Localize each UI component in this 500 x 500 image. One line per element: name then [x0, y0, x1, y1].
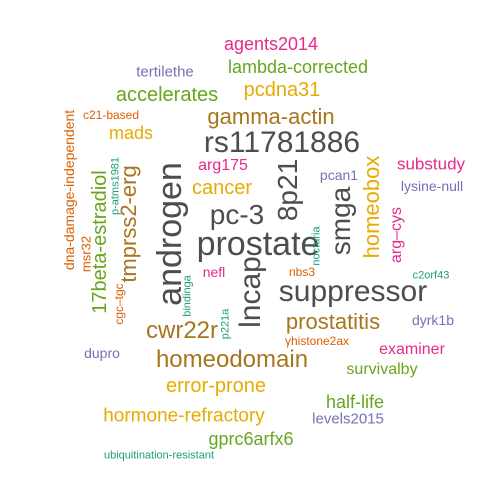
word-yhistone2ax: γhistone2ax: [284, 334, 350, 348]
word-examiner: examiner: [379, 341, 445, 358]
word-c2orf43: c2orf43: [412, 269, 450, 282]
word-error-prone: error-prone: [165, 375, 267, 397]
word-nefl: nefl: [202, 264, 226, 280]
word-hormone-refractory: hormone-refractory: [103, 405, 265, 427]
word-c21-based: c21-based: [82, 108, 140, 122]
word-tertilethe: tertilethe: [136, 63, 194, 81]
word-prostatitis: prostatitis: [285, 309, 381, 334]
word-homeobox: homeobox: [359, 155, 384, 259]
word-prostate: prostate: [196, 225, 320, 263]
word-ubiquitination-resistant: ubiquitination-resistant: [103, 449, 215, 462]
word-homeodomain: homeodomain: [155, 346, 309, 373]
word-8p21: 8p21: [272, 158, 303, 222]
word-nbs3: nbs3: [288, 265, 316, 279]
word-gprc6arfx6: gprc6arfx6: [208, 429, 294, 449]
word-p221a: p221a: [219, 308, 232, 340]
word-lncap: lncap: [234, 256, 267, 328]
word-dna-damage-independent: dna-damage-independent: [61, 109, 77, 271]
word-cgc-tgc: cgc–tgc: [112, 283, 126, 325]
word-bindinga: bindinga: [181, 275, 194, 317]
word-smga: smga: [325, 186, 356, 256]
word-dyrk1b: dyrk1b: [411, 312, 455, 328]
word-cwr22r: cwr22r: [145, 317, 219, 344]
word-dupro: dupro: [84, 345, 120, 361]
word-survivalby: survivalby: [346, 361, 418, 378]
word-gamma-actin: gamma-actin: [207, 104, 335, 129]
word-half-life: half-life: [325, 392, 385, 412]
word-pcan1: pcan1: [319, 167, 359, 183]
word-suppressor: suppressor: [278, 275, 428, 308]
word-mads: mads: [108, 123, 154, 143]
word-substudy: substudy: [396, 154, 466, 174]
word-arg175: arg175: [198, 157, 248, 174]
word-cancer: cancer: [191, 177, 253, 199]
word-msr32: msr32: [78, 235, 94, 273]
word-accelerates: accelerates: [115, 84, 219, 106]
word-arg-cys: arg–cys: [388, 206, 405, 264]
word-lysine-null: lysine-null: [400, 178, 464, 194]
word-rs11781886: rs11781886: [203, 126, 361, 159]
word-pc-3: pc-3: [209, 199, 265, 230]
word-p-atms1981: p-atms1981: [109, 156, 122, 216]
word-agents2014: agents2014: [223, 34, 319, 54]
word-lambda-corrected: lambda-corrected: [227, 57, 369, 77]
word-nocturia: nocturia: [310, 226, 323, 266]
word-pcdna31: pcdna31: [243, 79, 321, 101]
word-levels2015: levels2015: [312, 410, 384, 428]
